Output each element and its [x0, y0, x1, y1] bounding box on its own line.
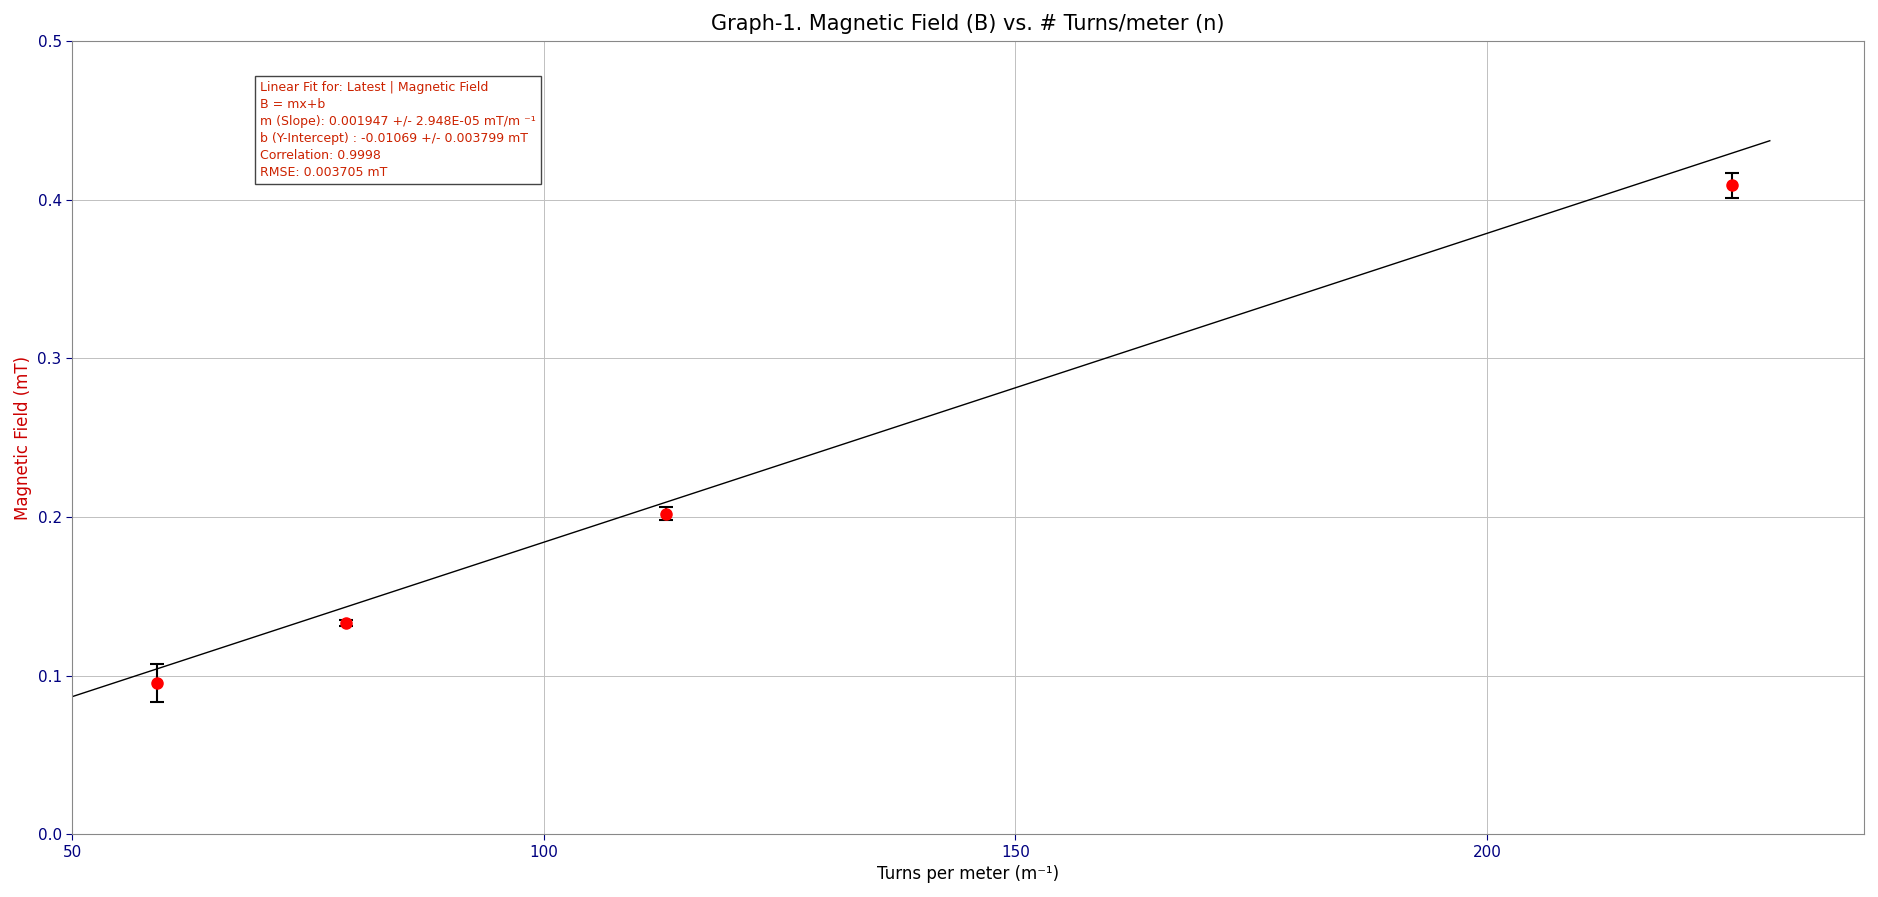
Text: Linear Fit for: Latest | Magnetic Field
B = mx+b
m (Slope): 0.001947 +/- 2.948E-: Linear Fit for: Latest | Magnetic Field …: [261, 81, 535, 179]
Y-axis label: Magnetic Field (mT): Magnetic Field (mT): [13, 355, 32, 519]
Title: Graph-1. Magnetic Field (B) vs. # Turns/meter (n): Graph-1. Magnetic Field (B) vs. # Turns/…: [712, 13, 1224, 34]
X-axis label: Turns per meter (m⁻¹): Turns per meter (m⁻¹): [877, 865, 1059, 884]
